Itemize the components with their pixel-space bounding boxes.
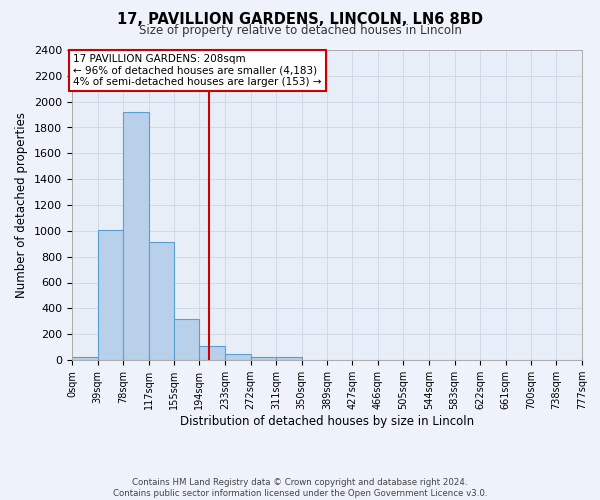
Bar bbox=[225, 354, 251, 360]
Bar bbox=[72, 358, 98, 360]
Bar bbox=[98, 230, 123, 360]
Y-axis label: Number of detached properties: Number of detached properties bbox=[16, 112, 28, 298]
Text: Contains HM Land Registry data © Crown copyright and database right 2024.
Contai: Contains HM Land Registry data © Crown c… bbox=[113, 478, 487, 498]
Bar bbox=[174, 318, 199, 360]
Text: Size of property relative to detached houses in Lincoln: Size of property relative to detached ho… bbox=[139, 24, 461, 37]
Text: 17, PAVILLION GARDENS, LINCOLN, LN6 8BD: 17, PAVILLION GARDENS, LINCOLN, LN6 8BD bbox=[117, 12, 483, 28]
Bar bbox=[276, 357, 302, 360]
Bar bbox=[199, 346, 225, 360]
Text: 17 PAVILLION GARDENS: 208sqm
← 96% of detached houses are smaller (4,183)
4% of : 17 PAVILLION GARDENS: 208sqm ← 96% of de… bbox=[73, 54, 322, 87]
Bar bbox=[123, 112, 149, 360]
Bar bbox=[149, 242, 174, 360]
X-axis label: Distribution of detached houses by size in Lincoln: Distribution of detached houses by size … bbox=[180, 415, 474, 428]
Bar bbox=[251, 357, 276, 360]
